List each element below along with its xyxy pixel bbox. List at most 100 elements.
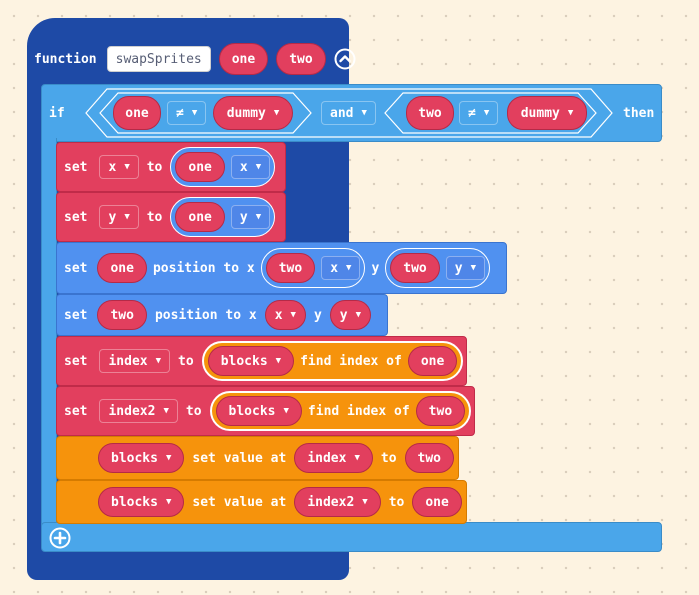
find-index-reporter[interactable]: blocks ▼ find index of one [201,341,464,381]
var-index[interactable]: index ▼ [294,443,373,473]
y-label: y [371,260,380,276]
prop-y-label: y [454,260,463,276]
plus-circle-icon[interactable] [49,527,71,549]
chevron-down-icon: ▼ [346,263,352,273]
chevron-down-icon: ▼ [283,406,289,416]
set-keyword: set [64,209,88,225]
cond-left-rhs[interactable]: dummy ▼ [213,96,293,130]
sprite-one[interactable]: one [412,487,462,517]
chevron-down-icon: ▼ [354,453,360,463]
to-keyword: to [388,494,405,510]
function-name-field[interactable]: swapSprites [106,46,211,72]
set-x-var-dropdown[interactable]: x ▼ [99,155,139,179]
find-index-of-label: find index of [307,403,410,419]
sprite-one[interactable]: one [175,152,225,182]
prop-y-label: y [239,209,248,225]
y-label: y [313,307,322,323]
blocks-array[interactable]: blocks ▼ [207,346,295,376]
cond-right-var[interactable]: two [406,96,454,130]
chevron-down-icon: ▼ [165,453,172,463]
to-keyword: to [178,353,194,369]
chevron-down-icon: ▼ [163,406,169,416]
set-y-var-label: y [108,209,117,225]
prop-x-dropdown[interactable]: x ▼ [321,256,361,280]
set-index2-row: set index2 ▼ to blocks ▼ find index of two [64,391,472,431]
chevron-down-icon: ▼ [361,108,367,118]
set-one-position-row: set one position to x two x ▼ y two y ▼ [64,248,491,288]
set-keyword: set [64,403,88,419]
prop-y-dropdown[interactable]: y ▼ [230,205,271,229]
cond-left-operator[interactable]: ≠ ▼ [167,101,207,125]
blocks-array-label: blocks [111,450,158,466]
set-two-position-row: set two position to x x ▼ y y ▼ [64,298,372,332]
cond-right-rhs[interactable]: dummy ▼ [507,96,587,130]
set-index2-var-dropdown[interactable]: index2 ▼ [99,399,178,423]
prop-x-label: x [330,260,339,276]
chevron-down-icon: ▼ [275,356,282,366]
set-index-row: set index ▼ to blocks ▼ find index of one [64,341,464,381]
var-y-label: y [339,307,348,323]
cond-right-rhs-label: dummy [520,105,560,121]
prop-y-dropdown[interactable]: y ▼ [445,256,486,280]
chevron-down-icon: ▼ [165,497,172,507]
cond-left-operator-label: ≠ [176,105,184,121]
set-y-var-dropdown[interactable]: y ▼ [99,205,139,229]
blocks-array[interactable]: blocks ▼ [98,487,185,517]
var-index2[interactable]: index2 ▼ [294,487,381,517]
var-y[interactable]: y ▼ [329,300,372,330]
chevron-down-icon: ▼ [255,212,262,222]
sprite-two[interactable]: two [265,253,316,283]
chevron-down-icon: ▼ [362,497,368,507]
chevron-down-icon: ▼ [483,108,490,118]
chevron-down-icon: ▼ [355,310,362,320]
set-keyword: set [64,307,88,323]
set-value-index2-row: blocks ▼ set value at index2 ▼ to one [98,485,462,519]
var-x-label: x [274,307,283,323]
find-index-of-label: find index of [300,353,402,369]
set-index-var-dropdown[interactable]: index ▼ [99,349,171,373]
sprite-prop-x[interactable]: one x ▼ [170,147,276,187]
var-index2-label: index2 [307,494,355,510]
set-x-var-label: x [108,159,117,175]
position-to-x-label: position to x [152,260,255,276]
set-index2-var-label: index2 [108,403,156,419]
set-x-row: set x ▼ to one x ▼ [64,147,276,187]
chevron-up-circle-icon[interactable] [334,48,356,70]
and-operator-label: and [330,105,354,121]
sprite-prop-y[interactable]: one y ▼ [170,197,276,237]
chevron-down-icon: ▼ [470,263,477,273]
set-keyword: set [64,353,88,369]
sprite-one[interactable]: one [407,346,458,376]
blocks-array[interactable]: blocks ▼ [98,443,185,473]
cond-left-var[interactable]: one [113,96,161,130]
if-keyword: if [49,105,65,121]
chevron-down-icon: ▼ [567,108,574,118]
sprite-two[interactable]: two [404,443,455,473]
then-keyword: then [623,105,655,121]
two-y-reporter[interactable]: two y ▼ [385,248,491,288]
sprite-one[interactable]: one [175,202,225,232]
sprite-two[interactable]: two [97,300,147,330]
and-operator-dropdown[interactable]: and ▼ [321,101,376,125]
to-keyword: to [380,450,397,466]
position-to-x-label: position to x [154,307,257,323]
to-keyword: to [146,209,163,225]
set-index-var-label: index [108,353,148,369]
to-keyword: to [146,159,163,175]
set-keyword: set [64,159,88,175]
two-x-reporter[interactable]: two x ▼ [260,248,366,288]
sprite-two[interactable]: two [415,396,466,426]
param-two[interactable]: two [276,43,326,75]
find-index-reporter[interactable]: blocks ▼ find index of two [209,391,472,431]
to-keyword: to [185,403,202,419]
blocks-array[interactable]: blocks ▼ [215,396,302,426]
chevron-down-icon: ▼ [124,212,130,222]
sprite-two[interactable]: two [390,253,440,283]
prop-x-dropdown[interactable]: x ▼ [230,155,271,179]
param-one[interactable]: one [218,43,269,75]
set-keyword: set [64,260,88,276]
if-block-arm [41,138,57,528]
var-x[interactable]: x ▼ [264,300,306,330]
cond-right-operator[interactable]: ≠ ▼ [459,101,499,125]
sprite-one[interactable]: one [97,253,147,283]
